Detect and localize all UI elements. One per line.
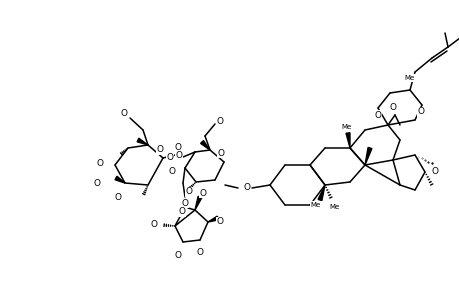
Polygon shape [195,196,202,210]
Text: O: O [181,199,188,208]
Text: Me: Me [404,75,414,81]
Text: O: O [150,220,157,230]
Polygon shape [137,138,148,145]
Text: O: O [174,250,181,260]
Text: O: O [417,107,424,116]
Text: O: O [243,184,250,193]
Text: O: O [389,103,396,112]
Text: O: O [96,158,103,167]
Text: O: O [374,110,381,119]
Polygon shape [207,216,218,222]
Text: O: O [174,143,181,152]
Polygon shape [345,133,349,148]
Text: Me: Me [341,124,351,130]
Text: O: O [175,152,182,160]
Polygon shape [200,141,210,150]
Text: O: O [431,167,437,176]
Polygon shape [115,176,125,183]
Text: Me: Me [310,202,320,208]
Polygon shape [364,147,371,165]
Text: O: O [185,188,192,196]
Text: O: O [178,208,185,217]
Text: O: O [114,193,121,202]
Text: Me: Me [329,204,339,210]
Text: O: O [156,146,163,154]
Text: O: O [120,109,127,118]
Text: O: O [199,188,206,197]
Text: O: O [166,152,173,161]
Text: O: O [93,178,100,188]
Text: O: O [196,248,203,257]
Text: O: O [217,148,224,158]
Text: O: O [216,116,223,125]
Polygon shape [318,185,325,201]
Text: O: O [168,167,175,176]
Text: O: O [216,218,223,226]
